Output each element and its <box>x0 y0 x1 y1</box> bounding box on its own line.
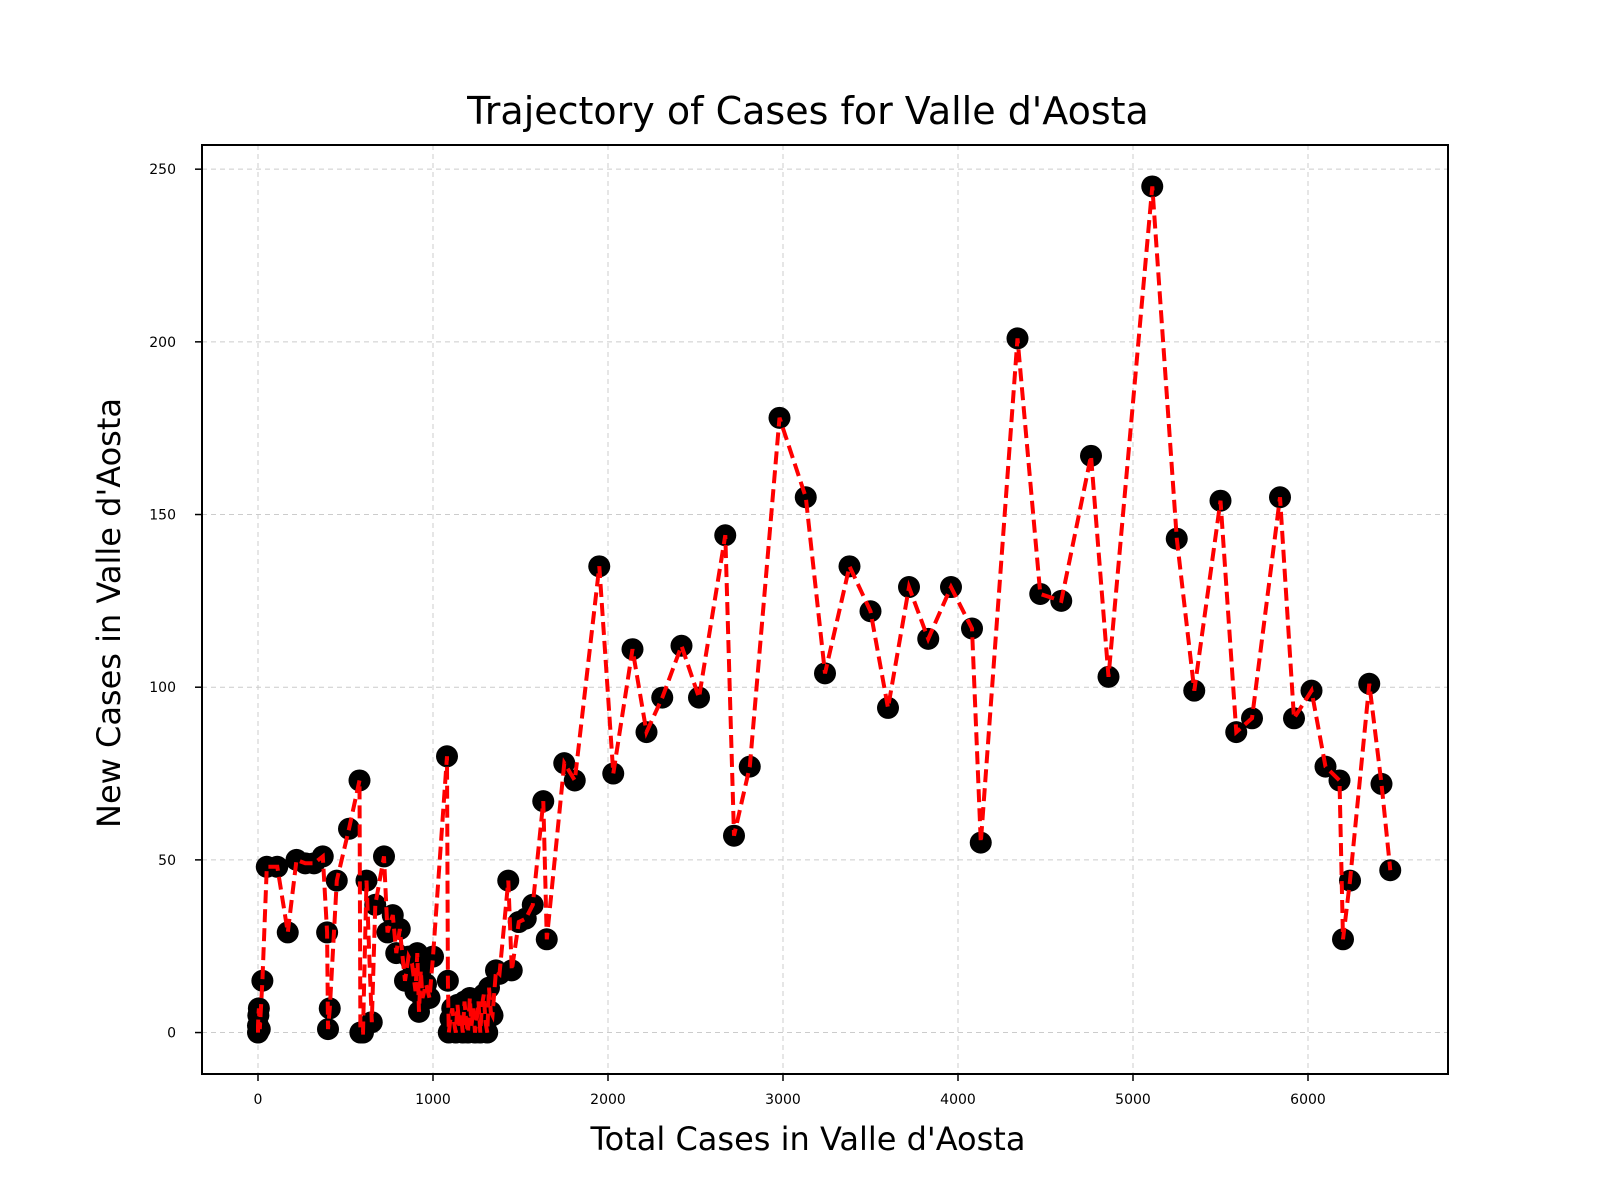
data-point <box>794 486 817 509</box>
y-axis-label: New Cases in Valle d'Aosta <box>90 398 128 828</box>
data-point <box>602 762 625 785</box>
series-line <box>256 186 1393 1035</box>
axis-ticks: 0 1000 2000 3000 4000 5000 6000 0 50 100 150 200 250 <box>149 162 1326 1108</box>
y-tick-label: 250 <box>149 162 176 178</box>
chart-title: Trajectory of Cases for Valle d'Aosta <box>466 89 1149 133</box>
plot-frame <box>201 144 1449 1075</box>
x-tick-label: 6000 <box>1290 1092 1326 1108</box>
data-point <box>877 696 899 719</box>
x-axis-label: Total Cases in Valle d'Aosta <box>590 1120 1026 1158</box>
y-tick-label: 0 <box>167 1026 176 1042</box>
y-tick-label: 150 <box>149 508 176 524</box>
data-point <box>838 555 861 578</box>
data-point <box>688 686 710 709</box>
data-point <box>1029 582 1052 605</box>
grid <box>202 145 1448 1074</box>
data-point <box>364 893 387 916</box>
series-layer <box>247 175 1402 1044</box>
x-tick-label: 4000 <box>940 1092 976 1108</box>
data-point <box>670 634 693 657</box>
y-tick-label: 50 <box>158 853 176 869</box>
data-point <box>1080 444 1102 467</box>
x-tick-label: 3000 <box>765 1092 801 1108</box>
x-tick-label: 1000 <box>415 1092 451 1108</box>
data-point <box>276 921 299 944</box>
data-point <box>500 959 523 982</box>
y-tick-label: 200 <box>149 335 176 351</box>
x-tick-label: 5000 <box>1115 1092 1151 1108</box>
data-point <box>969 831 992 854</box>
data-point <box>422 945 444 968</box>
data-point <box>251 969 274 992</box>
data-point <box>1379 859 1402 882</box>
x-tick-label: 0 <box>254 1092 263 1108</box>
y-tick-label: 100 <box>149 680 176 696</box>
x-tick-label: 2000 <box>590 1092 626 1108</box>
data-point <box>1370 772 1393 795</box>
